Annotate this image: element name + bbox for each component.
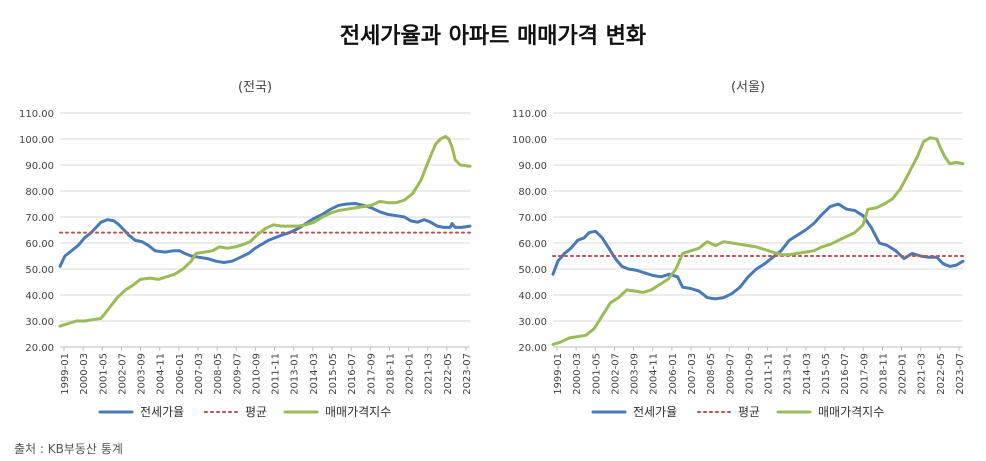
y-tick-label: 30.00 xyxy=(518,317,547,328)
x-tick-label: 1999-01 xyxy=(60,353,71,395)
y-tick-label: 30.00 xyxy=(25,317,54,328)
y-tick-label: 60.00 xyxy=(25,239,54,250)
x-tick-label: 2022-05 xyxy=(443,353,454,395)
x-tick-label: 2010-09 xyxy=(744,353,755,395)
x-tick-label: 2004-11 xyxy=(156,353,167,395)
y-tick-label: 40.00 xyxy=(518,291,547,302)
x-tick-label: 2015-05 xyxy=(821,353,832,395)
y-tick-label: 60.00 xyxy=(518,239,547,250)
x-tick-label: 2021-03 xyxy=(424,353,435,395)
x-tick-label: 2017-09 xyxy=(366,353,377,395)
y-tick-label: 20.00 xyxy=(25,343,54,354)
x-tick-label: 2009-07 xyxy=(232,353,243,395)
y-tick-label: 80.00 xyxy=(25,187,54,198)
x-tick-label: 2011-11 xyxy=(271,353,282,395)
x-tick-label: 2021-03 xyxy=(917,353,928,395)
x-tick-label: 2009-07 xyxy=(725,353,736,395)
x-tick-label: 2018-11 xyxy=(878,353,889,395)
chart-title: 전세가율과 아파트 매매가격 변화 xyxy=(339,24,647,49)
x-tick-label: 2006-01 xyxy=(175,353,186,395)
x-tick-label: 2006-01 xyxy=(668,353,679,395)
x-tick-label: 2008-05 xyxy=(706,353,717,395)
y-tick-label: 100.00 xyxy=(512,135,547,146)
series-line-2 xyxy=(551,136,965,346)
x-tick-label: 2000-03 xyxy=(79,353,90,395)
legend-label: 매매가격지수 xyxy=(325,405,391,419)
y-tick-label: 70.00 xyxy=(25,213,54,224)
y-tick-label: 40.00 xyxy=(25,291,54,302)
legend-label: 전세가율 xyxy=(633,405,677,419)
y-tick-label: 50.00 xyxy=(25,265,54,276)
nationwide-subtitle: (전국) xyxy=(238,80,272,95)
x-tick-label: 2017-09 xyxy=(859,353,870,395)
legend-label: 평균 xyxy=(738,405,760,419)
x-tick-label: 2023-07 xyxy=(462,353,473,395)
y-tick-label: 100.00 xyxy=(19,135,54,146)
x-tick-label: 2011-11 xyxy=(764,353,775,395)
x-tick-label: 2002-07 xyxy=(117,353,128,395)
y-tick-label: 50.00 xyxy=(518,265,547,276)
y-tick-label: 110.00 xyxy=(512,109,547,120)
x-tick-label: 2023-07 xyxy=(955,353,966,395)
x-tick-label: 2014-03 xyxy=(802,353,813,395)
series-line-2 xyxy=(58,134,472,328)
x-tick-label: 2018-11 xyxy=(385,353,396,395)
chart-panel-seoul: (서울) 20.00 30.00 40.00 50.00 60.00 70.00 80.00 9… xyxy=(512,80,966,419)
y-tick-label: 90.00 xyxy=(518,161,547,172)
series-line-0 xyxy=(551,202,965,301)
x-tick-label: 2016-07 xyxy=(347,353,358,395)
x-tick-label: 2013-01 xyxy=(290,353,301,395)
x-tick-label: 2001-05 xyxy=(98,353,109,395)
x-tick-label: 2020-01 xyxy=(898,353,909,395)
x-tick-label: 2007-03 xyxy=(194,353,205,395)
x-tick-label: 2007-03 xyxy=(687,353,698,395)
series-line-0 xyxy=(58,202,472,268)
x-tick-label: 2003-09 xyxy=(630,353,641,395)
x-tick-label: 2022-05 xyxy=(936,353,947,395)
x-tick-label: 2014-03 xyxy=(309,353,320,395)
x-tick-label: 2004-11 xyxy=(649,353,660,395)
x-tick-label: 2015-05 xyxy=(328,353,339,395)
x-tick-label: 2016-07 xyxy=(840,353,851,395)
x-tick-label: 2002-07 xyxy=(610,353,621,395)
x-tick-label: 2010-09 xyxy=(251,353,262,395)
seoul-subtitle: (서울) xyxy=(731,80,765,95)
y-tick-label: 20.00 xyxy=(518,343,547,354)
y-tick-label: 70.00 xyxy=(518,213,547,224)
x-tick-label: 2008-05 xyxy=(213,353,224,395)
y-tick-label: 80.00 xyxy=(518,187,547,198)
source-note: 출처 : KB부동산 통계 xyxy=(14,442,123,456)
x-tick-label: 2013-01 xyxy=(783,353,794,395)
x-tick-label: 2003-09 xyxy=(137,353,148,395)
legend-label: 매매가격지수 xyxy=(818,405,884,419)
chart-panel-nationwide: (전국) 20.00 30.00 40.00 50.00 60.00 70.00 80.00 9… xyxy=(19,80,473,419)
x-tick-label: 1999-01 xyxy=(553,353,564,395)
y-tick-label: 110.00 xyxy=(19,109,54,120)
legend-label: 전세가율 xyxy=(140,405,184,419)
x-tick-label: 2020-01 xyxy=(405,353,416,395)
x-tick-label: 2001-05 xyxy=(591,353,602,395)
x-tick-label: 2000-03 xyxy=(572,353,583,395)
legend-label: 평균 xyxy=(245,405,267,419)
y-tick-label: 90.00 xyxy=(25,161,54,172)
